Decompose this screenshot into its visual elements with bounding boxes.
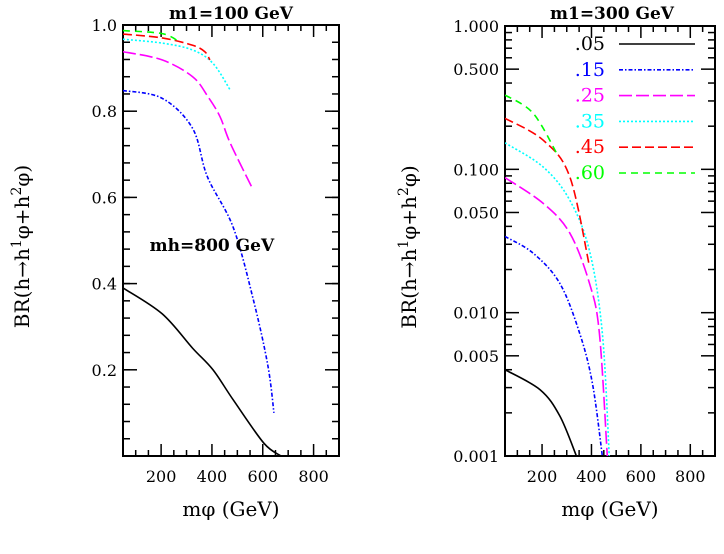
chart-title: m1=100 GeV (169, 4, 294, 24)
y-label-superscript: 2 (9, 187, 25, 196)
y-label-text: φ) (397, 165, 421, 187)
y-label-text: BR(h→h (397, 248, 421, 328)
x-tick-label: 800 (298, 467, 329, 486)
legend-label: .60 (575, 162, 605, 184)
y-label-superscript: 2 (396, 187, 412, 196)
series-line-p15 (123, 89, 275, 414)
legend-label: .35 (575, 110, 605, 132)
y-tick-label: 0.100 (453, 160, 499, 179)
y-label-text: φ+h (397, 196, 421, 240)
chart-1: 200 400 600 800 0.2 0.4 0.6 0.8 1.0 m1=100 GeV mφ … (9, 4, 340, 521)
x-tick-label: 400 (197, 467, 228, 486)
y-label-text: φ) (10, 165, 34, 187)
x-tick-label: 600 (247, 467, 278, 486)
annotation: mh=800 GeV (150, 236, 275, 256)
y-tick-label: 1.0 (92, 16, 117, 35)
y-tick-label: 0.010 (453, 304, 499, 323)
series-line-p60 (123, 29, 180, 43)
y-label-text: φ+h (10, 195, 34, 239)
series-line-p05 (505, 369, 578, 456)
y-tick-label: 0.4 (92, 275, 117, 294)
y-tick-label: 0.050 (453, 203, 499, 222)
x-tick-label: 200 (146, 467, 177, 486)
y-tick-label: 1.000 (453, 17, 499, 36)
y-axis-label: BR(h→h1φ+h2φ) (396, 165, 421, 328)
chart-title: m1=300 GeV (550, 4, 675, 24)
series-line-p45 (505, 117, 591, 267)
y-tick-label: 0.001 (453, 447, 499, 466)
series-line-p15 (505, 235, 604, 456)
series-line-p05 (123, 287, 282, 456)
x-tick-label: 200 (527, 467, 558, 486)
y-label-text: BR(h→h (10, 248, 34, 328)
series-line-p25 (123, 50, 254, 190)
y-label-superscript: 1 (9, 239, 25, 248)
y-tick-label: 0.6 (92, 188, 117, 207)
legend-label: .15 (575, 59, 605, 81)
legend-label: .45 (575, 136, 605, 158)
series-line-p25 (505, 176, 609, 456)
x-tick-label: 600 (626, 467, 657, 486)
x-axis-label: mφ (GeV) (561, 497, 658, 521)
x-axis-label: mφ (GeV) (182, 497, 279, 521)
plot-frame (122, 24, 340, 457)
legend-label: .05 (575, 33, 605, 55)
y-label-superscript: 1 (396, 240, 412, 249)
y-tick-label: 0.8 (92, 102, 117, 121)
chart-2: 200 400 600 800 0.001 0.005 0.010 0.050 0.100 0.5… (396, 4, 716, 521)
series-line-p45 (123, 33, 211, 61)
y-tick-label: 0.2 (92, 361, 117, 380)
x-tick-label: 400 (576, 467, 607, 486)
series-line-p35 (123, 38, 231, 91)
x-tick-label: 800 (675, 467, 706, 486)
legend: .05 .15 .25 .35 .45 .60 (575, 33, 695, 184)
y-tick-label: 0.005 (453, 347, 499, 366)
plot-frame (504, 25, 716, 457)
series-line-p35 (505, 142, 611, 456)
y-axis-label: BR(h→h1φ+h2φ) (9, 165, 34, 328)
y-tick-label: 0.500 (453, 60, 499, 79)
legend-label: .25 (575, 85, 605, 107)
